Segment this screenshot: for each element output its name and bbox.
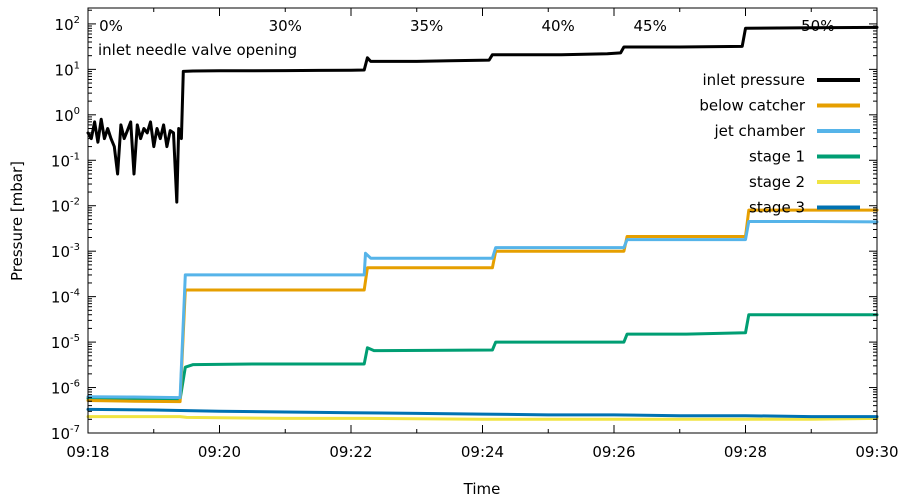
legend-label-inlet-pressure: inlet pressure — [702, 71, 805, 89]
y-tick-label: 10-4 — [51, 288, 80, 307]
y-axis-label: Pressure [mbar] — [8, 161, 26, 281]
valve-opening-label: 45% — [633, 17, 666, 35]
y-tick-label: 10-6 — [51, 379, 80, 398]
x-tick-label: 09:30 — [855, 443, 898, 461]
x-axis-label: Time — [463, 480, 501, 498]
y-tick-exponent: 2 — [74, 15, 80, 26]
y-tick-base: 10 — [51, 425, 70, 443]
y-tick-base: 10 — [51, 289, 70, 307]
y-tick-exponent: -1 — [70, 151, 80, 162]
x-tick-label: 09:20 — [198, 443, 241, 461]
tick-layer: 09:18 09:20 09:22 09:24 09:26 09:28 09:3010210… — [51, 8, 899, 461]
y-tick-exponent: -2 — [70, 197, 80, 208]
x-tick-label: 09:24 — [461, 443, 504, 461]
legend-label-stage-2: stage 2 — [749, 173, 805, 191]
legend: inlet pressure below catcher jet chamber st… — [699, 71, 860, 217]
y-tick-base: 10 — [51, 380, 70, 398]
valve-opening-label: 40% — [541, 17, 574, 35]
y-tick-base: 10 — [55, 107, 74, 125]
series-line-stage-3 — [86, 407, 879, 419]
y-tick-exponent: -3 — [70, 242, 80, 253]
y-tick-base: 10 — [55, 16, 74, 34]
valve-opening-caption: inlet needle valve opening — [98, 41, 297, 59]
y-tick-exponent: -5 — [70, 333, 80, 344]
legend-label-stage-1: stage 1 — [749, 148, 805, 166]
series-layer — [86, 25, 879, 421]
series-line-stage-1 — [86, 313, 879, 401]
y-tick-base: 10 — [51, 198, 70, 216]
y-tick-label: 101 — [55, 60, 80, 79]
valve-opening-label: 50% — [801, 17, 834, 35]
y-tick-label: 10-3 — [51, 242, 80, 261]
y-tick-label: 10-5 — [51, 333, 80, 352]
plot-area — [88, 8, 877, 433]
series-line-jet-chamber — [86, 220, 879, 400]
x-tick-label: 09:22 — [329, 443, 372, 461]
x-tick-label: 09:28 — [724, 443, 767, 461]
plot-frame — [87, 7, 878, 434]
legend-label-stage-3: stage 3 — [749, 199, 805, 217]
annotation-layer: 0% 30% 35% 40% 45% 50% inlet needle valve open… — [98, 17, 834, 59]
y-tick-label: 102 — [55, 15, 80, 34]
y-tick-exponent: -4 — [70, 288, 80, 299]
valve-opening-label: 0% — [99, 17, 123, 35]
y-tick-label: 10-1 — [51, 151, 80, 170]
y-tick-label: 10-7 — [51, 424, 80, 443]
y-tick-base: 10 — [55, 61, 74, 79]
valve-opening-label: 30% — [269, 17, 302, 35]
legend-label-below-catcher: below catcher — [699, 97, 805, 115]
y-tick-exponent: -7 — [70, 424, 80, 435]
y-tick-label: 100 — [55, 106, 80, 125]
y-tick-exponent: 1 — [74, 60, 80, 71]
x-tick-label: 09:18 — [66, 443, 109, 461]
y-tick-base: 10 — [51, 334, 70, 352]
y-tick-exponent: -6 — [70, 379, 80, 390]
series-line-stage-2 — [86, 415, 879, 421]
y-tick-exponent: 0 — [74, 106, 80, 117]
legend-label-jet-chamber: jet chamber — [713, 122, 805, 140]
x-tick-label: 09:26 — [592, 443, 635, 461]
series-line-inlet-pressure — [86, 25, 879, 204]
y-tick-base: 10 — [51, 243, 70, 261]
y-tick-label: 10-2 — [51, 197, 80, 216]
y-tick-base: 10 — [51, 152, 70, 170]
valve-opening-label: 35% — [410, 17, 443, 35]
